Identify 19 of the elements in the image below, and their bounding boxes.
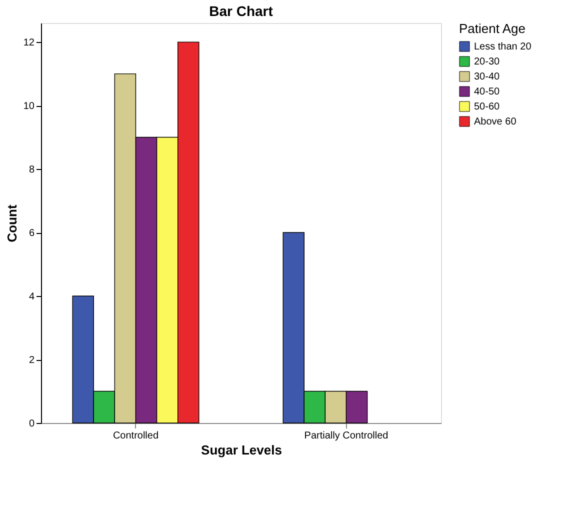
- chart-title: Bar Chart: [209, 3, 274, 19]
- x-tick-label: Partially Controlled: [304, 430, 388, 442]
- y-axis-title: Count: [4, 204, 20, 242]
- y-tick-label: 4: [28, 292, 35, 303]
- x-tick-label: Controlled: [112, 430, 159, 442]
- legend-label: 40-50: [474, 86, 500, 98]
- legend-label: 50-60: [474, 102, 500, 112]
- x-axis-title: Sugar Levels: [201, 442, 282, 458]
- y-tick-label: 12: [23, 38, 35, 49]
- legend-label: 30-40: [474, 72, 500, 82]
- y-tick-label: 2: [28, 355, 35, 366]
- y-tick-label: 0: [28, 418, 35, 430]
- legend-title: Patient Age: [459, 21, 526, 36]
- y-tick-label: 6: [28, 228, 35, 240]
- legend-label: Above 60: [474, 116, 517, 128]
- legend-label: Less than 20: [474, 42, 532, 52]
- y-tick-label: 8: [28, 164, 35, 176]
- y-tick-label: 10: [23, 101, 35, 112]
- legend-label: 20-30: [474, 56, 500, 68]
